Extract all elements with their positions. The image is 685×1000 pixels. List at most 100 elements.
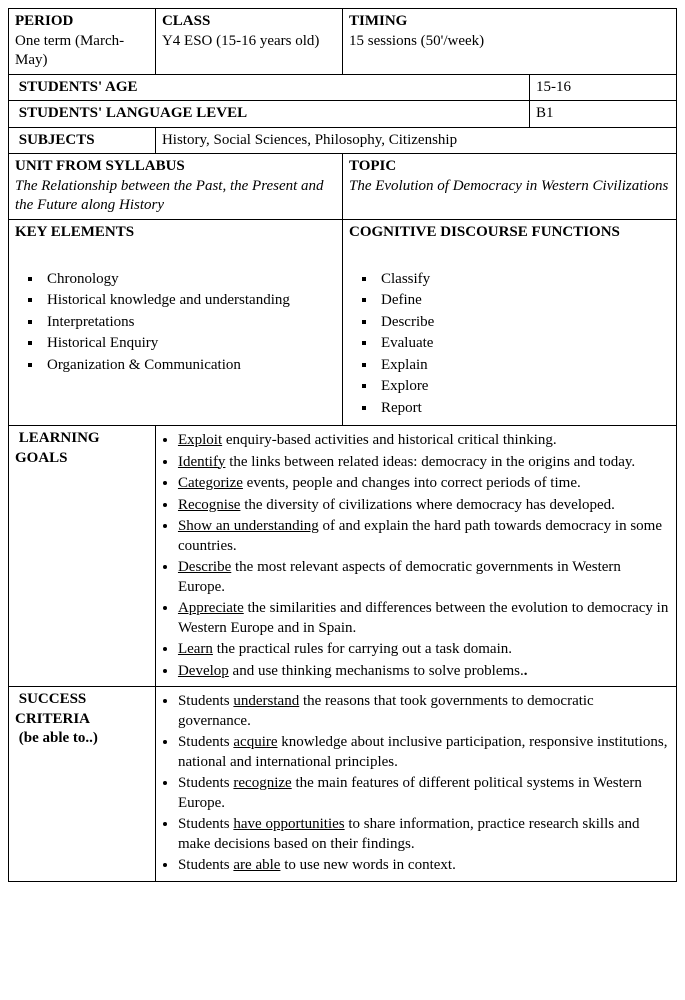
class-value: Y4 ESO (15-16 years old) [162,33,319,49]
unit-heading: UNIT FROM SYLLABUS [15,158,185,174]
row-key-cdf: KEY ELEMENTS Chronology Historical knowl… [9,219,677,426]
learning-goals-heading: LEARNING GOALS [15,430,100,466]
cell-learning-goals-label: LEARNING GOALS [9,426,156,687]
goal-text: the diversity of civilizations where dem… [240,497,614,513]
sc-verb: are able [233,857,280,873]
goal-text: the practical rules for carrying out a t… [213,641,512,657]
key-elements-list: Chronology Historical knowledge and unde… [15,270,336,376]
sc-text: to use new words in context. [280,857,455,873]
list-item: Students are able to use new words in co… [178,856,670,876]
row-learning-goals: LEARNING GOALS Exploit enquiry-based act… [9,426,677,687]
row-language-level: STUDENTS' LANGUAGE LEVEL B1 [9,101,677,128]
row-period-class-timing: PERIOD One term (March-May) CLASS Y4 ESO… [9,9,677,75]
period-heading: PERIOD [15,13,73,29]
timing-heading: TIMING [349,13,407,29]
subjects-value: History, Social Sciences, Philosophy, Ci… [162,132,457,148]
row-success-criteria: SUCCESS CRITERIA (be able to..) Students… [9,687,677,882]
period-value: One term (March-May) [15,33,124,69]
goal-text: the similarities and differences between… [178,600,668,636]
cdf-list: Classify Define Describe Evaluate Explai… [349,270,670,419]
timing-value: 15 sessions (50'/week) [349,33,484,49]
list-item: Define [377,291,670,311]
list-item: Categorize events, people and changes in… [178,474,670,494]
cell-period: PERIOD One term (March-May) [9,9,156,75]
list-item: Students acquire knowledge about inclusi… [178,733,670,772]
cell-topic: TOPIC The Evolution of Democracy in West… [342,154,676,220]
cell-subjects-value: History, Social Sciences, Philosophy, Ci… [155,127,676,154]
sc-verb: recognize [233,775,291,791]
goal-text: the most relevant aspects of democratic … [178,559,621,595]
goal-verb: Show an understanding [178,518,319,534]
row-students-age: STUDENTS' AGE 15-16 [9,74,677,101]
lang-label: STUDENTS' LANGUAGE LEVEL [19,105,247,121]
cell-age-value: 15-16 [530,74,677,101]
sc-verb: understand [233,693,299,709]
age-value: 15-16 [536,79,571,95]
sc-pre: Students [178,816,233,832]
list-item: Organization & Communication [43,356,336,376]
list-item: Students understand the reasons that too… [178,692,670,731]
list-item: Historical Enquiry [43,334,336,354]
list-item: Exploit enquiry-based activities and his… [178,431,670,451]
list-item: Interpretations [43,313,336,333]
sc-pre: Students [178,775,233,791]
topic-value: The Evolution of Democracy in Western Ci… [349,178,668,194]
list-item: Describe [377,313,670,333]
cell-timing: TIMING 15 sessions (50'/week) [342,9,676,75]
cell-key-elements: KEY ELEMENTS Chronology Historical knowl… [9,219,343,426]
row-subjects: SUBJECTS History, Social Sciences, Philo… [9,127,677,154]
list-item: Identify the links between related ideas… [178,453,670,473]
topic-heading: TOPIC [349,158,396,174]
list-item: Classify [377,270,670,290]
success-criteria-sub: (be able to..) [19,730,98,746]
sc-pre: Students [178,693,233,709]
key-elements-heading: KEY ELEMENTS [15,224,134,240]
cdf-heading: COGNITIVE DISCOURSE FUNCTIONS [349,224,620,240]
goal-verb: Describe [178,559,231,575]
list-item: Evaluate [377,334,670,354]
goal-verb: Appreciate [178,600,244,616]
goal-text: the links between related ideas: democra… [225,454,635,470]
list-item: Students have opportunities to share inf… [178,815,670,854]
cell-cdf: COGNITIVE DISCOURSE FUNCTIONS Classify D… [342,219,676,426]
list-item: Show an understanding of and explain the… [178,517,670,556]
learning-goals-list: Exploit enquiry-based activities and his… [162,431,670,681]
cell-subjects-label: SUBJECTS [9,127,156,154]
goal-text: and use thinking mechanisms to solve pro… [229,663,524,679]
goal-verb: Develop [178,663,229,679]
row-unit-topic: UNIT FROM SYLLABUS The Relationship betw… [9,154,677,220]
unit-value: The Relationship between the Past, the P… [15,178,324,214]
subjects-label: SUBJECTS [19,132,95,148]
list-item: Explain [377,356,670,376]
list-item: Chronology [43,270,336,290]
goal-text: events, people and changes into correct … [243,475,581,491]
goal-verb: Identify [178,454,225,470]
goal-text: enquiry-based activities and historical … [222,432,556,448]
cell-success-criteria-label: SUCCESS CRITERIA (be able to..) [9,687,156,882]
sc-verb: acquire [233,734,277,750]
cell-class: CLASS Y4 ESO (15-16 years old) [155,9,342,75]
cell-learning-goals-content: Exploit enquiry-based activities and his… [155,426,676,687]
cell-unit: UNIT FROM SYLLABUS The Relationship betw… [9,154,343,220]
syllabus-table: PERIOD One term (March-May) CLASS Y4 ESO… [8,8,677,882]
cell-lang-label: STUDENTS' LANGUAGE LEVEL [9,101,530,128]
sc-pre: Students [178,857,233,873]
class-heading: CLASS [162,13,210,29]
lang-value: B1 [536,105,554,121]
list-item: Recognise the diversity of civilizations… [178,496,670,516]
list-item: Describe the most relevant aspects of de… [178,558,670,597]
cell-lang-value: B1 [530,101,677,128]
sc-pre: Students [178,734,233,750]
list-item: Develop and use thinking mechanisms to s… [178,662,670,682]
success-criteria-heading: SUCCESS CRITERIA [15,691,90,727]
cell-success-criteria-content: Students understand the reasons that too… [155,687,676,882]
sc-verb: have opportunities [233,816,344,832]
list-item: Students recognize the main features of … [178,774,670,813]
list-item: Report [377,399,670,419]
goal-verb: Categorize [178,475,243,491]
goal-verb: Recognise [178,497,240,513]
age-label: STUDENTS' AGE [19,79,138,95]
list-item: Appreciate the similarities and differen… [178,599,670,638]
list-item: Explore [377,377,670,397]
goal-verb: Learn [178,641,213,657]
